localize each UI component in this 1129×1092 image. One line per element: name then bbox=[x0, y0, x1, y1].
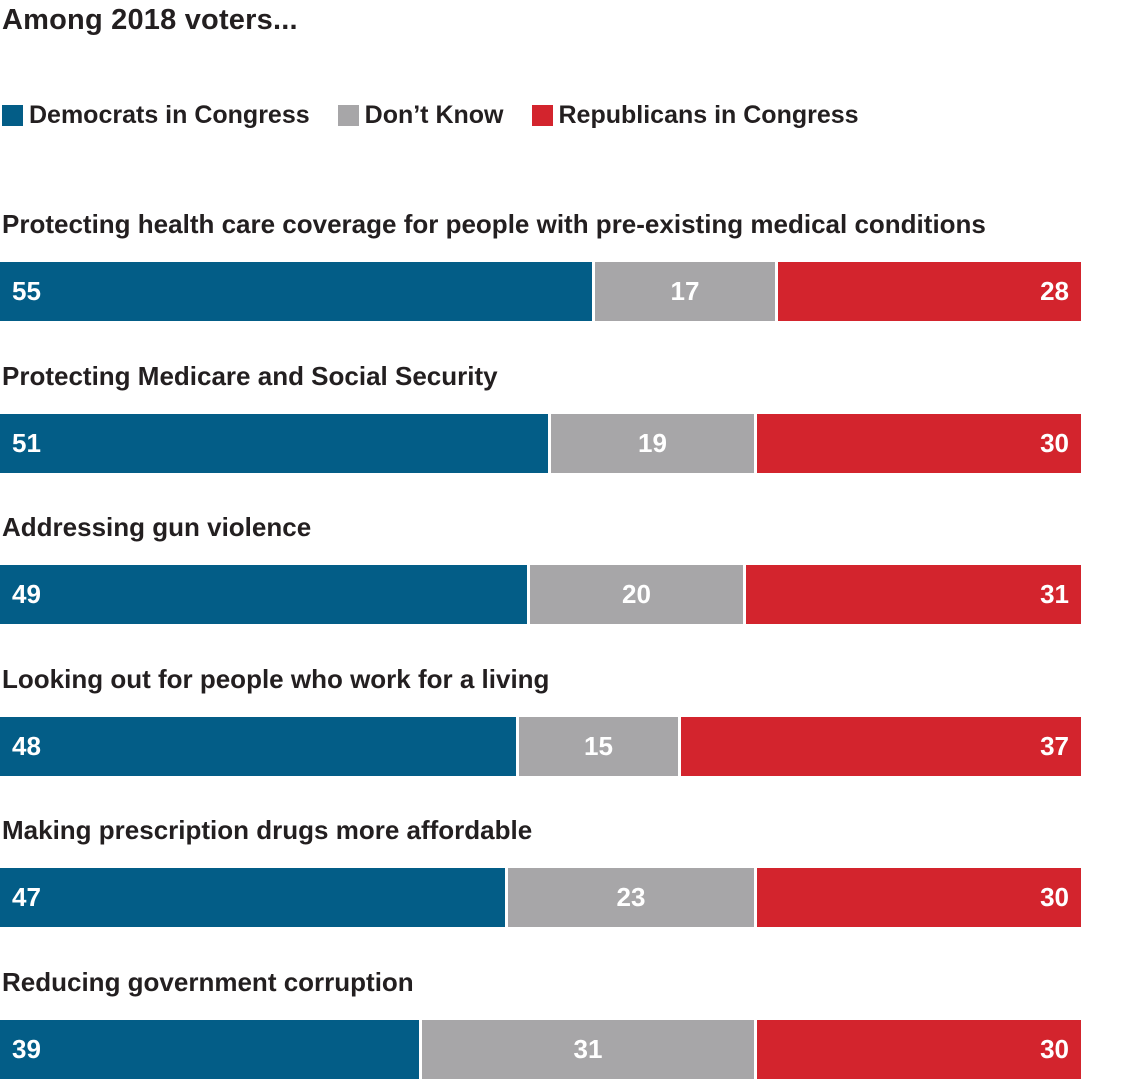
bar-value-label: 20 bbox=[622, 579, 651, 609]
bar-value-label: 49 bbox=[12, 579, 41, 609]
bar-value-label: 30 bbox=[1040, 427, 1069, 458]
bar-value-label: 15 bbox=[584, 730, 613, 761]
stacked-bar: 48 15 37 bbox=[0, 716, 1081, 776]
category-label: Protecting Medicare and Social Security bbox=[2, 360, 498, 391]
bar-segment-democrats: 39 bbox=[0, 1019, 419, 1079]
bar-segment-dont-know: 17 bbox=[595, 262, 775, 321]
legend-label-dont-know: Don’t Know bbox=[364, 100, 504, 129]
bar-segment-dont-know: 19 bbox=[551, 413, 754, 473]
bar-segment-republicans: 28 bbox=[778, 262, 1081, 321]
bar-segment-republicans: 30 bbox=[757, 868, 1081, 927]
category-label: Making prescription drugs more affordabl… bbox=[2, 815, 533, 845]
legend-swatch-republicans bbox=[531, 104, 553, 126]
stacked-bar: 49 20 31 bbox=[0, 565, 1081, 624]
bar-segment-dont-know: 15 bbox=[519, 716, 678, 776]
category-label: Reducing government corruption bbox=[2, 966, 414, 997]
legend-label-democrats: Democrats in Congress bbox=[29, 100, 310, 129]
stacked-bar: 55 17 28 bbox=[0, 262, 1081, 321]
bar-value-label: 23 bbox=[616, 882, 646, 912]
legend-swatch-democrats bbox=[2, 104, 23, 126]
bar-segment-republicans: 30 bbox=[757, 1019, 1081, 1079]
bar-value-label: 48 bbox=[12, 730, 41, 761]
stacked-bar: 51 19 30 bbox=[0, 413, 1081, 473]
stacked-bar: 39 31 30 bbox=[0, 1019, 1081, 1079]
bar-segment-democrats: 51 bbox=[0, 413, 548, 473]
bar-segment-democrats: 55 bbox=[0, 262, 592, 321]
bar-value-label: 31 bbox=[573, 1033, 603, 1064]
stacked-bar: 47 23 30 bbox=[0, 868, 1081, 927]
legend-item-republicans: Republicans in Congress bbox=[531, 100, 859, 130]
legend-swatch-dont-know bbox=[337, 104, 359, 126]
bar-segment-democrats: 49 bbox=[0, 565, 527, 624]
bar-value-label: 30 bbox=[1040, 882, 1069, 912]
bar-segment-republicans: 30 bbox=[757, 413, 1081, 473]
category-label: Protecting health care coverage for peop… bbox=[2, 209, 986, 239]
bar-segment-republicans: 31 bbox=[746, 565, 1081, 624]
bar-value-label: 30 bbox=[1040, 1033, 1069, 1064]
bar-value-label: 55 bbox=[12, 276, 41, 306]
bar-segment-republicans: 37 bbox=[681, 716, 1081, 776]
legend-item-democrats: Democrats in Congress bbox=[2, 101, 310, 130]
bar-segment-dont-know: 20 bbox=[530, 565, 743, 624]
category-label: Looking out for people who work for a li… bbox=[2, 663, 550, 694]
bar-value-label: 19 bbox=[638, 427, 667, 458]
bar-segment-democrats: 47 bbox=[0, 868, 505, 927]
legend-label-republicans: Republicans in Congress bbox=[558, 100, 859, 129]
bar-value-label: 51 bbox=[12, 427, 41, 458]
bar-value-label: 17 bbox=[670, 276, 700, 306]
legend: Democrats in Congress Don’t Know Republi… bbox=[2, 100, 887, 130]
bar-segment-democrats: 48 bbox=[0, 716, 516, 776]
category-label: Addressing gun violence bbox=[2, 512, 312, 542]
bar-value-label: 31 bbox=[1040, 579, 1069, 609]
chart-title: Among 2018 voters... bbox=[2, 4, 298, 36]
bar-value-label: 47 bbox=[12, 882, 41, 912]
bar-value-label: 37 bbox=[1040, 730, 1069, 761]
legend-item-dont-know: Don’t Know bbox=[337, 100, 504, 130]
bar-value-label: 39 bbox=[12, 1033, 41, 1064]
bar-value-label: 28 bbox=[1040, 276, 1069, 306]
bar-segment-dont-know: 31 bbox=[422, 1019, 754, 1079]
bar-segment-dont-know: 23 bbox=[508, 868, 754, 927]
